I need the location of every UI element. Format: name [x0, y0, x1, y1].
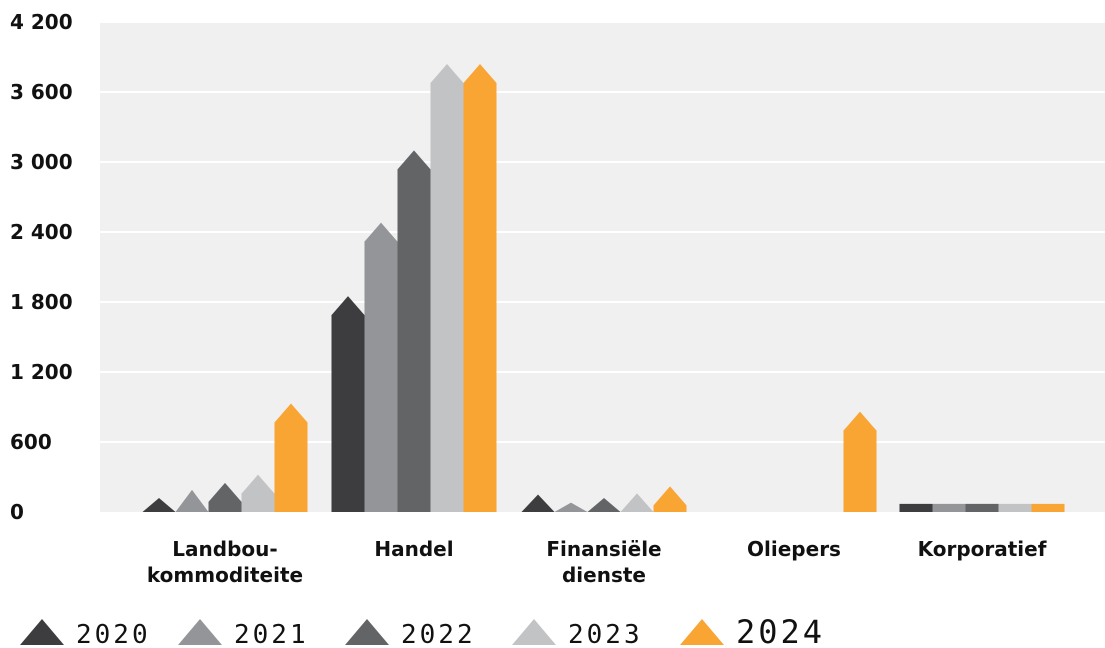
bar-2021	[932, 503, 966, 512]
legend-marker-2021	[178, 619, 222, 645]
legend: 2020 2021 2022 2023 2024	[20, 613, 825, 648]
plot-area	[100, 21, 1105, 513]
y-tick-label: 1 800	[10, 290, 73, 314]
bar-2022	[208, 482, 242, 512]
y-tick-label: 3 600	[10, 80, 73, 104]
bar-2024	[274, 403, 308, 512]
legend-marker-2023	[512, 619, 556, 645]
legend-label-2022: 2022	[401, 620, 476, 648]
y-tick-label: 2 400	[10, 220, 73, 244]
x-tick-label: Handel	[374, 537, 453, 561]
x-tick-label: Finansiële	[546, 537, 661, 561]
y-axis: 0 600 1 200 1 800 2 400 3 000 3 600 4 200	[10, 10, 73, 524]
legend-marker-2022	[345, 619, 389, 645]
bar-2021	[364, 222, 398, 512]
bar-2023	[998, 503, 1032, 512]
x-tick-label: dienste	[562, 563, 646, 587]
x-tick-label: Korporatief	[918, 537, 1047, 561]
y-tick-label: 600	[10, 430, 52, 454]
legend-label-2021: 2021	[234, 620, 309, 648]
bar-2021	[175, 489, 209, 512]
y-tick-label: 4 200	[10, 10, 73, 34]
bar-2023	[241, 474, 275, 512]
y-tick-label: 3 000	[10, 150, 73, 174]
x-axis: Landbou-kommoditeite Handel Finansiëledien…	[147, 537, 1047, 587]
bar-2024	[1031, 503, 1065, 512]
bar-2020	[521, 494, 555, 512]
bar-2020	[331, 296, 365, 512]
legend-marker-2024	[680, 619, 724, 645]
bar-2022	[397, 150, 431, 513]
legend-label-2024: 2024	[736, 613, 825, 648]
bar-2023	[430, 64, 464, 512]
bar-2023	[620, 493, 654, 512]
bar-2024	[463, 64, 497, 512]
bar-2021	[554, 502, 588, 512]
plot-background	[100, 22, 1105, 512]
bar-2022	[965, 503, 999, 512]
bar-2020	[899, 503, 933, 512]
bar-2022	[587, 498, 621, 512]
x-tick-label: Landbou-	[172, 537, 277, 561]
legend-label-2023: 2023	[568, 620, 643, 648]
legend-label-2020: 2020	[76, 620, 151, 648]
y-tick-label: 1 200	[10, 360, 73, 384]
legend-marker-2020	[20, 619, 64, 645]
y-tick-label: 0	[10, 500, 24, 524]
x-tick-label: kommoditeite	[147, 563, 303, 587]
bar-2024	[843, 411, 877, 512]
bar-2024	[653, 486, 687, 512]
x-tick-label: Oliepers	[747, 537, 841, 561]
bar-2020	[142, 498, 176, 512]
